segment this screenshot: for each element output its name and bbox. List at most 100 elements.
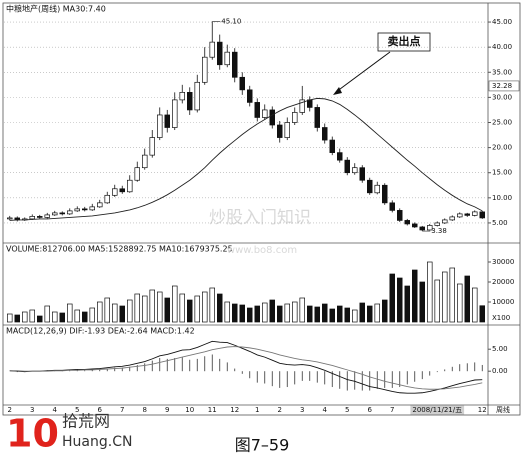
volume-title: VOLUME:812706.00 MA5:1528892.75 MA10:167… bbox=[6, 245, 233, 254]
volume-bar bbox=[59, 312, 65, 323]
macd-line bbox=[9, 346, 483, 390]
watermark: 炒股入门知识 bbox=[209, 208, 311, 228]
x-tick-label: 2 bbox=[8, 406, 12, 414]
candle-body bbox=[397, 210, 403, 221]
candle-body bbox=[164, 114, 171, 128]
low-label: 3.38 bbox=[431, 227, 447, 235]
candle-body bbox=[194, 81, 201, 111]
candle-body bbox=[292, 112, 298, 123]
candle-body bbox=[307, 99, 313, 108]
candle-body bbox=[427, 225, 433, 231]
x-tick-label: 4 bbox=[53, 406, 58, 414]
volume-bar bbox=[224, 301, 231, 323]
volume-bar bbox=[29, 309, 36, 323]
y-tick-label: 10000 bbox=[492, 298, 514, 306]
volume-bar bbox=[352, 309, 358, 323]
macd-line bbox=[9, 340, 483, 394]
volume-bar bbox=[6, 313, 13, 323]
candle-body bbox=[51, 212, 58, 216]
candle-body bbox=[367, 179, 373, 194]
candle-body bbox=[284, 122, 291, 138]
volume-bar bbox=[277, 305, 283, 323]
annotation: 卖出点 bbox=[388, 34, 421, 48]
volume-bar bbox=[404, 285, 411, 323]
volume-bar bbox=[232, 303, 238, 323]
volume-bar bbox=[172, 285, 178, 323]
candle-body bbox=[262, 109, 268, 118]
volume-bar bbox=[344, 307, 351, 323]
candle-body bbox=[352, 167, 358, 174]
volume-bar bbox=[209, 287, 216, 323]
y-tick-label: 15.00 bbox=[492, 169, 512, 177]
x-tick-label: 12 bbox=[478, 406, 487, 414]
volume-bar bbox=[284, 303, 291, 323]
volume-bar bbox=[374, 303, 381, 323]
volume-bar bbox=[472, 287, 478, 323]
volume-bar bbox=[66, 303, 73, 323]
volume-bar bbox=[419, 281, 426, 323]
candle-body bbox=[217, 41, 223, 66]
high-label: 45.10 bbox=[221, 18, 241, 26]
y-tick-label: 45.00 bbox=[492, 18, 512, 26]
candle-body bbox=[464, 213, 471, 216]
candle-body bbox=[29, 216, 36, 220]
caption: 图7–59 bbox=[235, 436, 290, 455]
candle-body bbox=[434, 222, 441, 226]
volume-bar bbox=[142, 295, 148, 323]
volume-bar bbox=[134, 293, 141, 323]
volume-bar bbox=[397, 277, 403, 323]
candle-body bbox=[419, 226, 426, 231]
x-tick-label: 7 bbox=[390, 406, 394, 414]
x-end-label: 周线 bbox=[496, 405, 510, 414]
candle-body bbox=[96, 202, 103, 208]
unit-label: X100 bbox=[492, 314, 510, 322]
x-tick-label: 2 bbox=[278, 406, 282, 414]
x-tick-label: 8 bbox=[143, 406, 147, 414]
logo-site: Huang.CN bbox=[62, 434, 132, 450]
candle-body bbox=[74, 208, 80, 212]
y-tick-label: 5.00 bbox=[492, 345, 508, 353]
y-tick-label: 30.00 bbox=[492, 93, 512, 101]
candle-body bbox=[187, 92, 193, 111]
candle-body bbox=[239, 76, 246, 91]
candle-body bbox=[442, 219, 448, 224]
y-tick-label: 35.00 bbox=[492, 68, 512, 76]
volume-bar bbox=[119, 305, 125, 323]
volume-bar bbox=[22, 311, 28, 323]
candle-body bbox=[449, 216, 456, 221]
arrow-head bbox=[333, 87, 342, 95]
x-cursor-box bbox=[410, 405, 465, 415]
volume-bar bbox=[367, 305, 373, 323]
candle-body bbox=[247, 89, 253, 103]
volume-bar bbox=[269, 299, 276, 323]
volume-bar bbox=[36, 315, 43, 323]
candle-body bbox=[389, 202, 396, 211]
candle-body bbox=[269, 109, 276, 126]
volume-bar bbox=[329, 308, 336, 323]
candle-body bbox=[157, 114, 163, 138]
candle-body bbox=[457, 213, 463, 218]
x-tick-label: 3 bbox=[30, 406, 34, 414]
x-tick-label: 7 bbox=[120, 406, 124, 414]
volume-bar bbox=[427, 261, 433, 323]
volume-bar bbox=[389, 273, 396, 323]
watermark: www.bo8.com bbox=[227, 245, 297, 256]
volume-bar bbox=[187, 299, 193, 323]
candle-body bbox=[404, 220, 411, 225]
candle-body bbox=[209, 41, 216, 58]
volume-bar bbox=[89, 307, 95, 323]
candle-body bbox=[299, 99, 306, 113]
candle-body bbox=[104, 194, 110, 204]
volume-bar bbox=[74, 309, 80, 323]
candle-body bbox=[142, 154, 148, 169]
x-tick-label: 3 bbox=[300, 406, 304, 414]
x-tick-label: 2008/11/21/五 bbox=[412, 406, 462, 414]
ma-line bbox=[9, 97, 483, 221]
candle-body bbox=[6, 217, 13, 220]
volume-bar bbox=[239, 304, 246, 323]
x-tick-label: 5 bbox=[75, 406, 79, 414]
candle-body bbox=[59, 212, 65, 215]
macd-title: MACD(12,26,9) DIF:-1.93 DEA:-2.64 MACD:1… bbox=[6, 327, 195, 336]
candle-body bbox=[224, 51, 231, 66]
x-tick-label: 9 bbox=[165, 406, 169, 414]
